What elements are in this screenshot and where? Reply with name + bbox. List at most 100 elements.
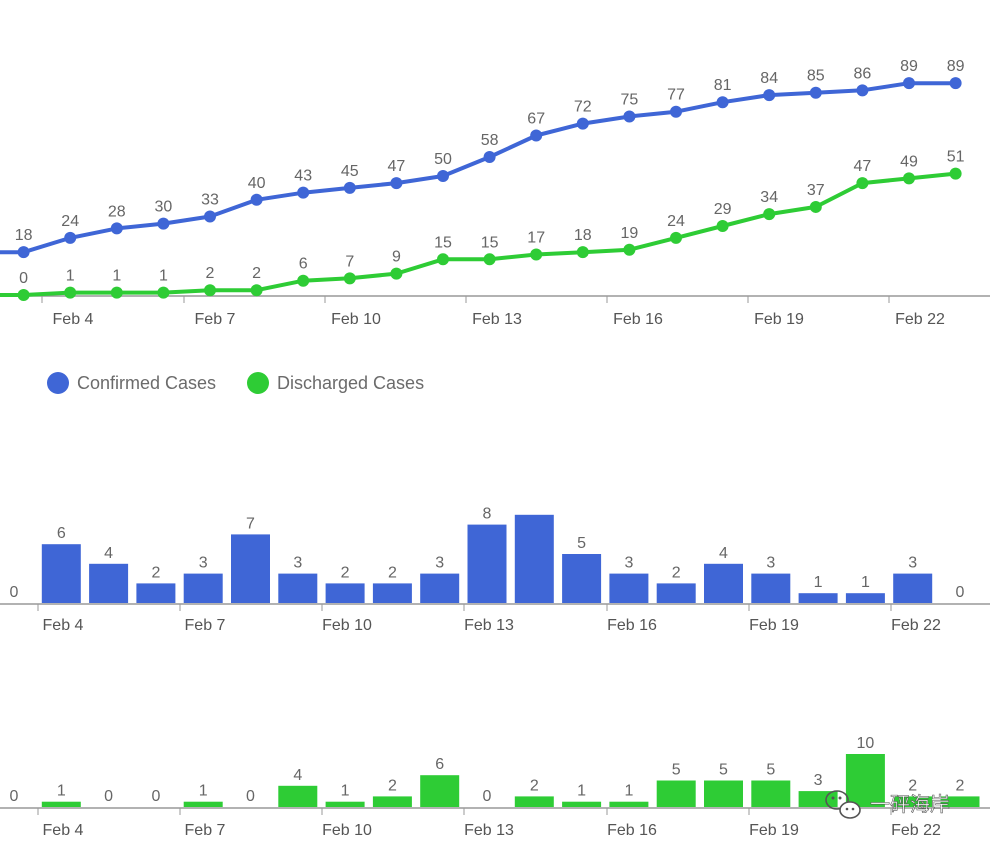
bar-label: 0 <box>10 788 19 805</box>
bar-label: 2 <box>530 777 539 794</box>
data-point <box>623 243 636 256</box>
data-label: 18 <box>15 227 33 244</box>
data-label: 77 <box>667 87 685 104</box>
data-label: 37 <box>807 182 825 199</box>
data-label: 43 <box>294 168 312 185</box>
bar <box>656 780 696 807</box>
bar-label: 5 <box>766 762 775 779</box>
bar <box>893 573 933 603</box>
bar <box>89 563 129 603</box>
data-point <box>157 286 170 299</box>
cumulative-line-chart: Feb 4 Feb 7 Feb 10 Feb 13 Feb 16 Feb 19 Feb 22… <box>0 58 990 328</box>
bar <box>845 754 885 807</box>
bar-label: 1 <box>624 783 633 800</box>
data-point <box>670 105 682 118</box>
x-tick-label: Feb 13 <box>464 617 514 634</box>
legend-item-discharged[interactable]: Discharged Cases <box>247 372 424 394</box>
data-point <box>110 222 123 235</box>
data-label: 34 <box>760 189 778 206</box>
data-point <box>670 231 682 244</box>
data-label: 24 <box>61 213 79 230</box>
x-tick-label: Feb 19 <box>754 311 804 328</box>
data-label: 75 <box>621 92 639 109</box>
data-point <box>903 77 915 90</box>
data-point <box>204 210 216 223</box>
bar-label: 1 <box>341 783 350 800</box>
bar <box>845 593 885 603</box>
bar-label: 0 <box>956 584 965 601</box>
bar-label: 1 <box>861 574 870 591</box>
series-line <box>0 81 956 255</box>
bar-label: 1 <box>199 783 208 800</box>
data-label: 58 <box>481 132 499 149</box>
bar <box>893 796 933 807</box>
x-tick-label: Feb 22 <box>891 617 941 634</box>
x-tick-label: Feb 16 <box>613 311 663 328</box>
bar-label: 0 <box>151 788 160 805</box>
bar-label: 10 <box>857 735 875 752</box>
legend-item-confirmed[interactable]: Confirmed Cases <box>47 372 216 394</box>
series-line <box>0 171 956 297</box>
data-point <box>623 110 636 123</box>
bar-label: 2 <box>908 777 917 794</box>
data-point <box>483 253 496 266</box>
bar-label: 4 <box>719 545 728 562</box>
x-tick-label: Feb 7 <box>185 617 226 634</box>
bar-label: 3 <box>435 555 444 572</box>
data-label: 30 <box>155 199 173 216</box>
bar <box>278 785 318 807</box>
bar-label: 3 <box>199 555 208 572</box>
bar-label: 2 <box>341 564 350 581</box>
daily-discharged-bar-chart: Feb 4 Feb 7 Feb 10 Feb 13 Feb 16 Feb 19 Feb 22… <box>0 735 990 839</box>
data-point <box>390 177 403 190</box>
bar-label: 3 <box>766 555 775 572</box>
x-tick-label: Feb 7 <box>195 311 236 328</box>
x-tick-label: Feb 13 <box>472 311 522 328</box>
data-point <box>64 286 77 299</box>
data-label: 50 <box>434 151 452 168</box>
data-point <box>157 217 170 230</box>
bar <box>609 573 649 603</box>
data-label: 19 <box>621 225 639 242</box>
data-point <box>716 219 729 232</box>
bar-label: 5 <box>672 762 681 779</box>
x-tick-label: Feb 22 <box>891 822 941 839</box>
data-label: 2 <box>252 265 261 282</box>
bar-label: 7 <box>246 515 255 532</box>
x-tick-label: Feb 19 <box>749 822 799 839</box>
data-point <box>297 274 310 287</box>
data-label: 47 <box>854 158 872 175</box>
bar-label: 5 <box>719 762 728 779</box>
data-label: 6 <box>299 256 308 273</box>
data-label: 89 <box>900 58 918 75</box>
bar-label: 2 <box>956 777 965 794</box>
data-label: 28 <box>108 203 126 220</box>
bar <box>231 534 270 603</box>
data-label: 33 <box>201 191 219 208</box>
bar <box>372 583 412 603</box>
data-point <box>576 246 589 259</box>
bar-label: 0 <box>104 788 113 805</box>
bar <box>798 791 838 807</box>
bar <box>325 801 365 807</box>
bar <box>751 573 791 603</box>
data-label: 2 <box>206 265 215 282</box>
data-label: 81 <box>714 77 732 94</box>
data-label: 89 <box>947 58 965 75</box>
bar-label: 5 <box>577 535 586 552</box>
bar-label: 2 <box>672 564 681 581</box>
bar-label: 2 <box>388 564 397 581</box>
data-label: 49 <box>900 153 918 170</box>
data-point <box>110 286 123 299</box>
bar <box>136 583 176 603</box>
legend-marker-discharged <box>247 372 269 394</box>
x-tick-label: Feb 13 <box>464 822 514 839</box>
data-point <box>64 231 77 244</box>
bar-label: 6 <box>57 525 66 542</box>
data-label: 1 <box>66 268 75 285</box>
x-tick-label: Feb 16 <box>607 617 657 634</box>
bar-label: 2 <box>151 564 160 581</box>
bar-label: 3 <box>624 555 633 572</box>
x-tick-label: Feb 4 <box>43 617 84 634</box>
